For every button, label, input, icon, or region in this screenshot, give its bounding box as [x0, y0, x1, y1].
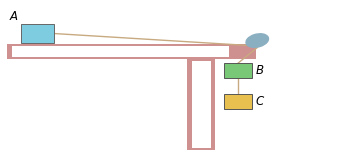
- Ellipse shape: [246, 34, 268, 47]
- Bar: [224, 63, 252, 78]
- Text: B: B: [256, 64, 264, 77]
- Bar: [187, 59, 215, 150]
- Bar: [12, 46, 229, 57]
- Bar: [224, 94, 252, 109]
- Bar: [192, 61, 211, 148]
- Text: C: C: [256, 95, 264, 108]
- Bar: [7, 44, 256, 59]
- Text: A: A: [10, 10, 18, 23]
- Bar: [21, 24, 54, 43]
